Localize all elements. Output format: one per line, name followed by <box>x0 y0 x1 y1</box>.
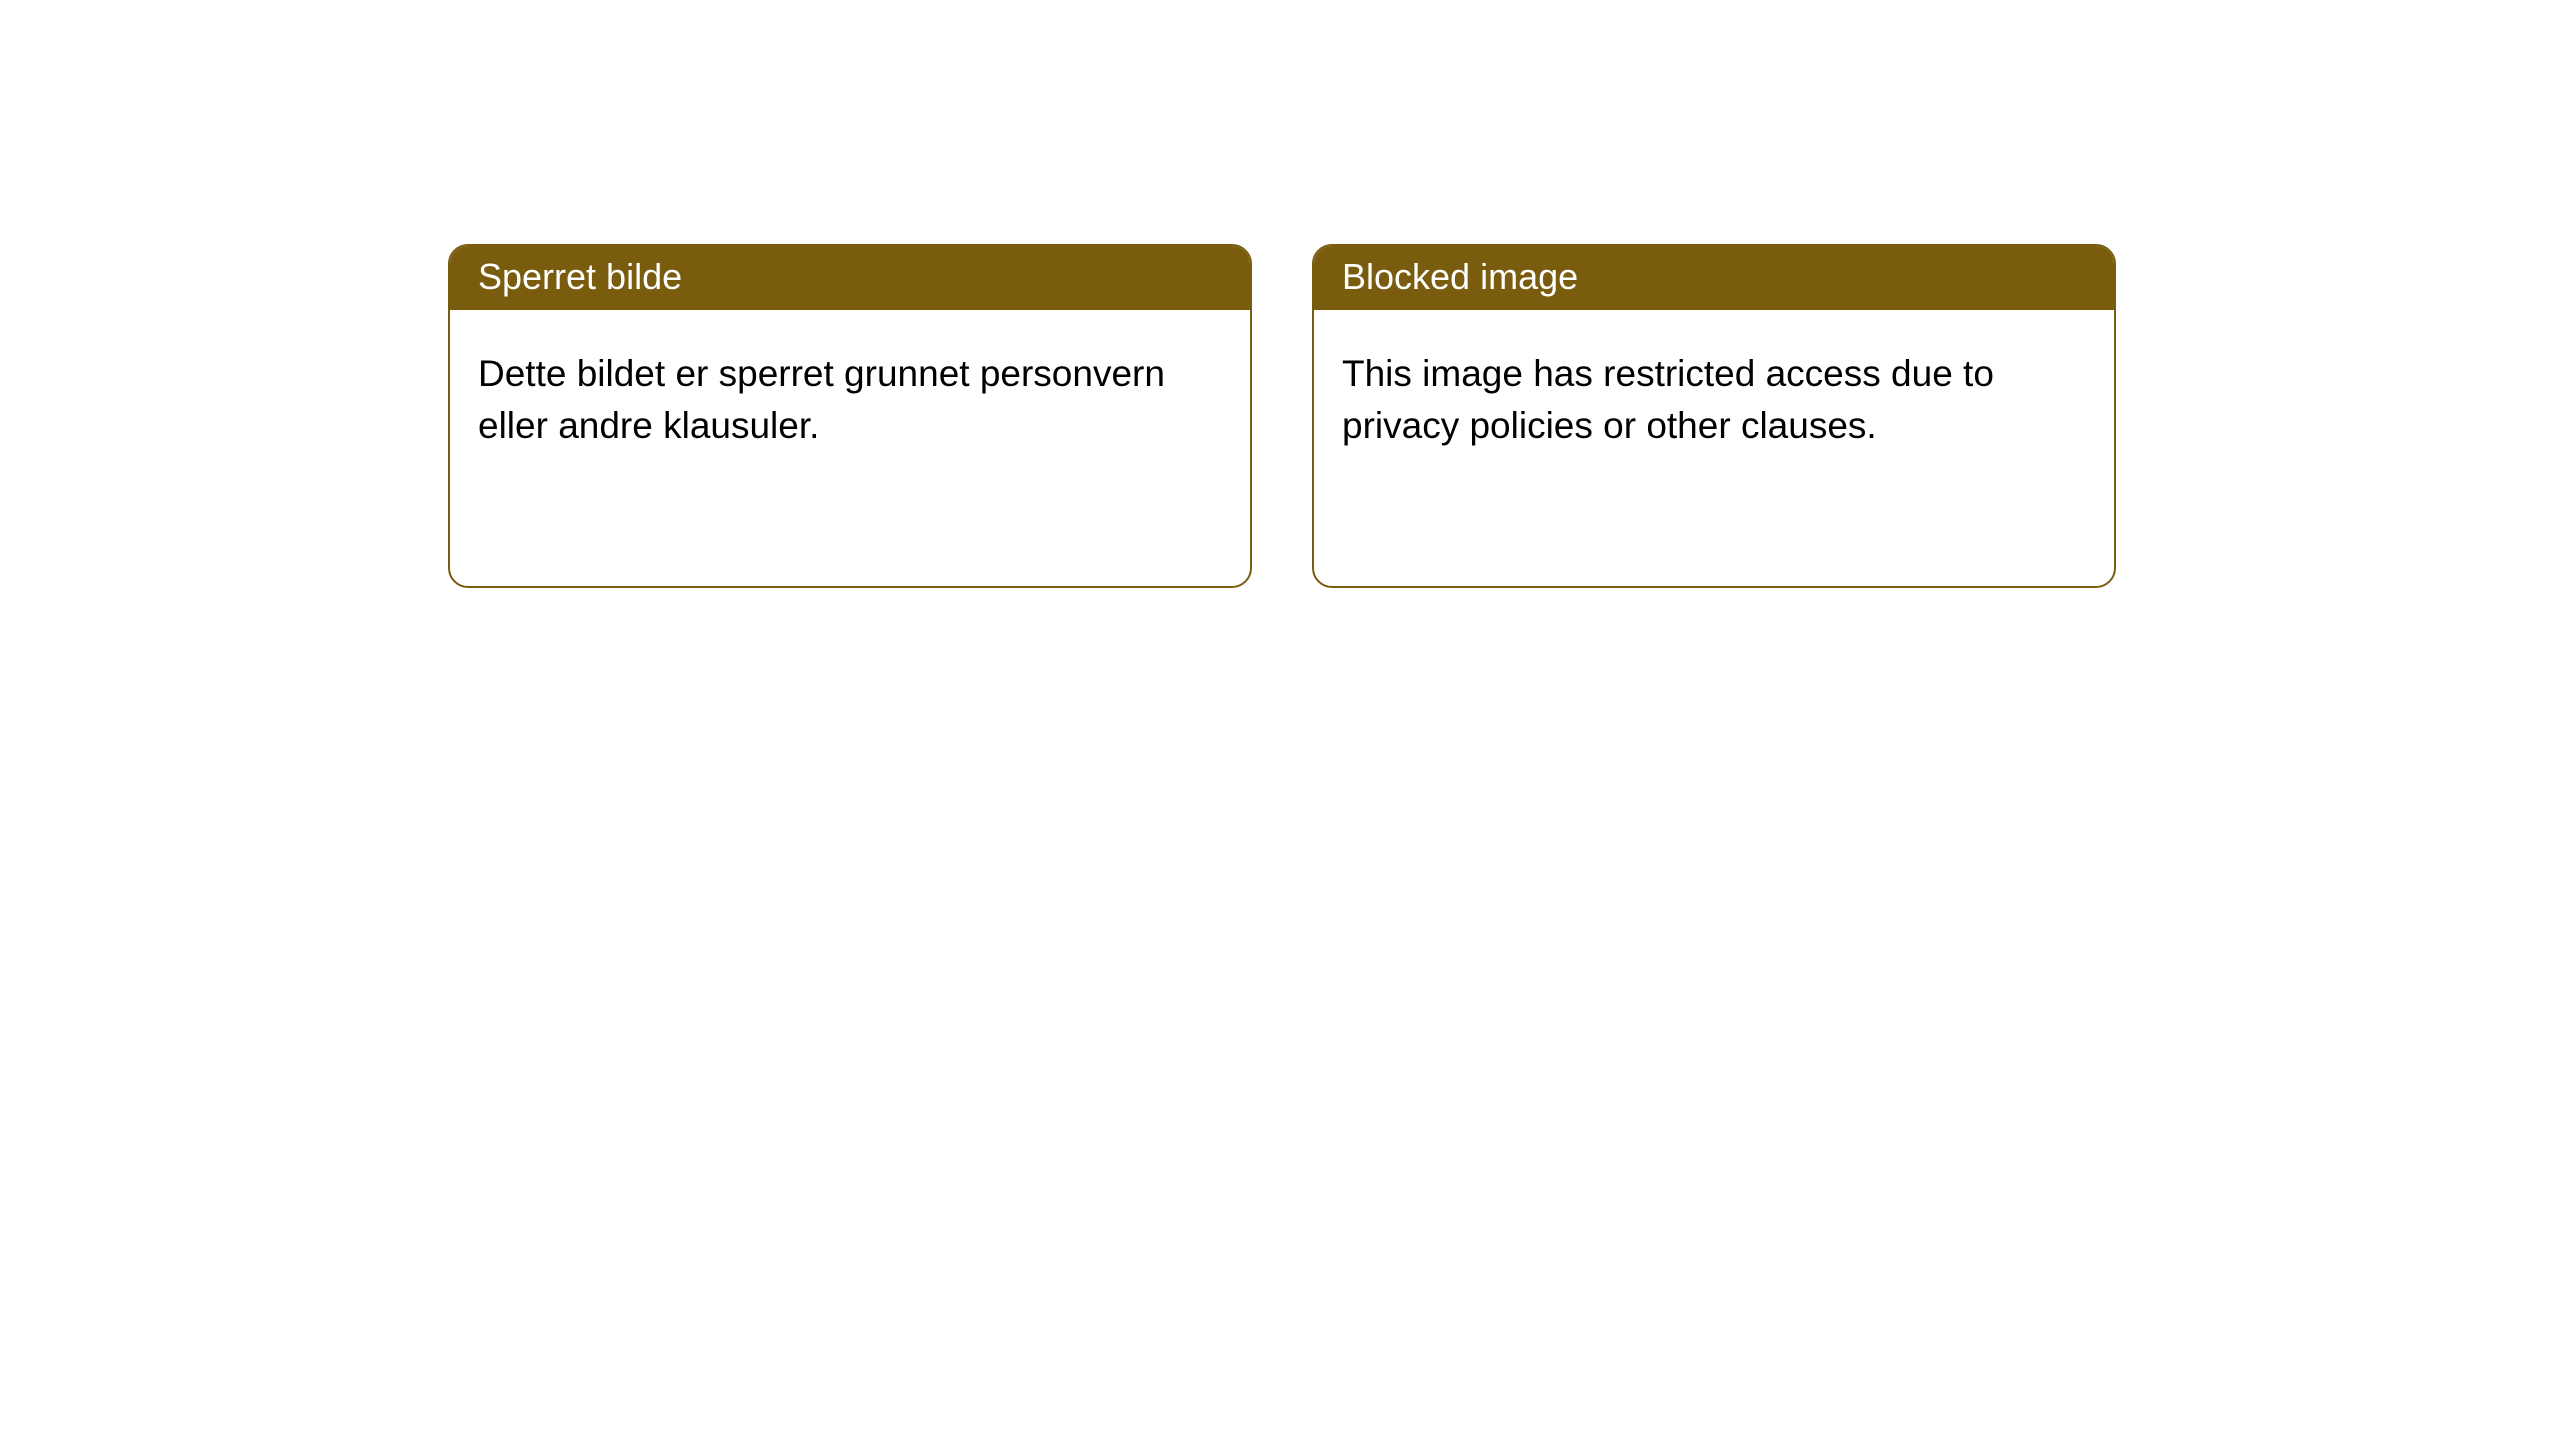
notice-body-no: Dette bildet er sperret grunnet personve… <box>450 310 1250 586</box>
notice-body-en: This image has restricted access due to … <box>1314 310 2114 586</box>
notice-container: Sperret bilde Dette bildet er sperret gr… <box>0 0 2560 588</box>
notice-card-english: Blocked image This image has restricted … <box>1312 244 2116 588</box>
notice-title-no: Sperret bilde <box>450 246 1250 310</box>
notice-card-norwegian: Sperret bilde Dette bildet er sperret gr… <box>448 244 1252 588</box>
notice-title-en: Blocked image <box>1314 246 2114 310</box>
